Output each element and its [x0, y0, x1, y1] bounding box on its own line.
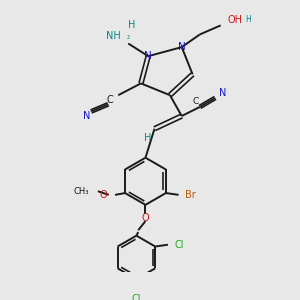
Text: Br: Br: [185, 190, 196, 200]
Text: H: H: [245, 15, 251, 24]
Text: N: N: [83, 111, 90, 121]
Text: CH₃: CH₃: [73, 187, 89, 196]
Text: OH: OH: [228, 15, 243, 25]
Text: N: N: [144, 51, 152, 61]
Text: H: H: [128, 20, 136, 30]
Text: H: H: [144, 133, 151, 143]
Text: NH: NH: [106, 31, 121, 41]
Text: Cl: Cl: [132, 294, 141, 300]
Text: O: O: [99, 190, 107, 200]
Text: C: C: [107, 95, 114, 105]
Text: N: N: [178, 42, 186, 52]
Text: Cl: Cl: [175, 240, 184, 250]
Text: C: C: [192, 97, 198, 106]
Text: N: N: [219, 88, 226, 98]
Text: ₂: ₂: [126, 32, 130, 41]
Text: O: O: [142, 212, 149, 223]
